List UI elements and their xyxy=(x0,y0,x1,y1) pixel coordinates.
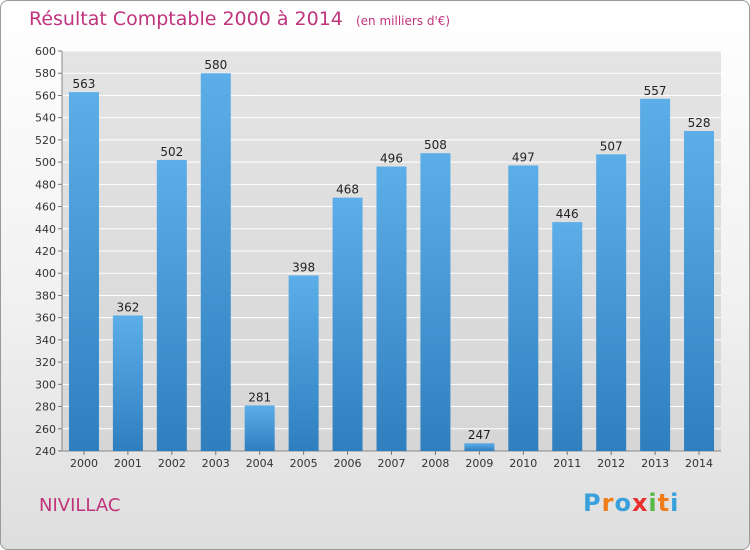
bar xyxy=(200,73,231,451)
y-tick-label: 580 xyxy=(35,67,56,80)
x-tick-label: 2007 xyxy=(378,457,406,470)
x-tick-label: 2002 xyxy=(158,457,186,470)
y-tick-label: 300 xyxy=(35,378,56,391)
y-tick-label: 560 xyxy=(35,89,56,102)
bar xyxy=(156,159,187,451)
x-tick-label: 2011 xyxy=(553,457,581,470)
x-tick-label: 2012 xyxy=(597,457,625,470)
data-label: 497 xyxy=(512,150,535,164)
logo-letter: o xyxy=(614,489,632,517)
x-tick-label: 2013 xyxy=(641,457,669,470)
data-label: 528 xyxy=(688,116,711,130)
data-label: 508 xyxy=(424,138,447,152)
x-tick-label: 2005 xyxy=(290,457,318,470)
x-tick-label: 2000 xyxy=(70,457,98,470)
data-label: 563 xyxy=(73,77,96,91)
data-label: 580 xyxy=(204,58,227,72)
y-tick-label: 380 xyxy=(35,289,56,302)
data-label: 247 xyxy=(468,428,491,442)
chart-title: Résultat Comptable 2000 à 2014 (en milli… xyxy=(29,8,450,30)
y-tick-label: 420 xyxy=(35,245,56,258)
bar xyxy=(596,154,627,452)
logo-letter: x xyxy=(631,489,649,517)
bar xyxy=(684,131,715,451)
logo-letter: t xyxy=(657,489,671,517)
y-tick-label: 240 xyxy=(35,445,56,458)
data-label: 496 xyxy=(380,152,403,166)
y-tick-label: 320 xyxy=(35,356,56,369)
y-tick-label: 260 xyxy=(35,423,56,436)
x-tick-label: 2006 xyxy=(334,457,362,470)
bar xyxy=(288,275,319,451)
logo-letter: r xyxy=(601,489,615,517)
y-tick-label: 360 xyxy=(35,312,56,325)
data-label: 468 xyxy=(336,183,359,197)
bar xyxy=(244,405,275,451)
y-tick-label: 280 xyxy=(35,401,56,414)
logo-letter: P xyxy=(583,489,602,517)
city-name: NIVILLAC xyxy=(39,495,121,516)
y-tick-label: 440 xyxy=(35,223,56,236)
x-tick-label: 2001 xyxy=(114,457,142,470)
x-tick-label: 2008 xyxy=(421,457,449,470)
y-tick-label: 340 xyxy=(35,334,56,347)
logo-letter: i xyxy=(670,489,680,517)
y-tick-label: 600 xyxy=(35,45,56,58)
data-label: 281 xyxy=(248,390,271,404)
x-tick-label: 2004 xyxy=(246,457,274,470)
data-label: 557 xyxy=(644,84,667,98)
data-label: 502 xyxy=(160,145,183,159)
bar xyxy=(376,166,407,452)
y-tick-label: 540 xyxy=(35,112,56,125)
title-text: Résultat Comptable 2000 à 2014 xyxy=(29,8,343,30)
x-tick-label: 2014 xyxy=(685,457,713,470)
bar xyxy=(508,165,539,451)
proxiti-logo: Proxiti xyxy=(583,489,679,517)
x-tick-label: 2010 xyxy=(509,457,537,470)
y-tick-label: 400 xyxy=(35,267,56,280)
data-label: 507 xyxy=(600,139,623,153)
y-tick-label: 460 xyxy=(35,201,56,214)
x-tick-label: 2003 xyxy=(202,457,230,470)
x-tick-label: 2009 xyxy=(465,457,493,470)
bar xyxy=(112,315,143,451)
bar xyxy=(640,98,671,452)
bar xyxy=(68,92,99,451)
data-label: 398 xyxy=(292,260,315,274)
bar xyxy=(464,443,495,451)
data-label: 362 xyxy=(116,300,139,314)
bar xyxy=(332,197,363,451)
bar xyxy=(420,153,451,451)
unit-note: (en milliers d'€) xyxy=(355,14,451,28)
y-tick-label: 520 xyxy=(35,134,56,147)
logo-letter: i xyxy=(648,489,658,517)
data-label: 446 xyxy=(556,207,579,221)
bar xyxy=(552,222,583,451)
y-tick-label: 480 xyxy=(35,178,56,191)
y-tick-label: 500 xyxy=(35,156,56,169)
